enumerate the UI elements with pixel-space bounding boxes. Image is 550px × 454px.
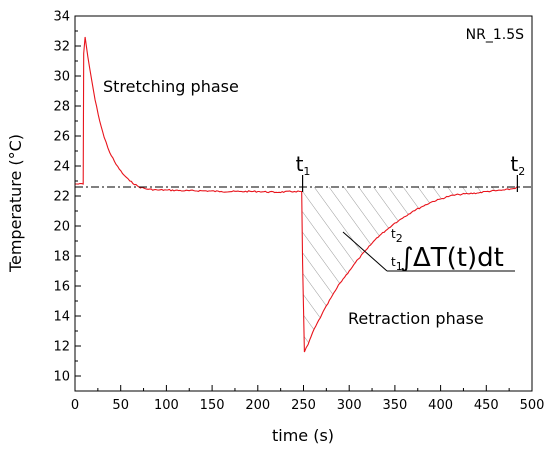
y-axis-ticks: 10 12 14 16 18 20 22 24 26 28 30 32 34 [53, 10, 81, 385]
sample-label: NR_1.5S [466, 27, 524, 43]
y-tick-label: 12 [53, 340, 70, 355]
y-tick-label: 14 [53, 310, 70, 325]
markers-layer: t1 t2 [296, 152, 525, 192]
x-tick-label: 150 [200, 398, 225, 413]
y-tick-label: 22 [53, 190, 70, 205]
retraction-phase-label: Retraction phase [348, 309, 484, 328]
y-tick-label: 34 [53, 10, 70, 25]
y-tick-label: 24 [53, 160, 70, 175]
y-tick-label: 28 [53, 100, 70, 115]
y-tick-label: 18 [53, 250, 70, 265]
x-tick-label: 200 [245, 398, 270, 413]
y-tick-label: 20 [53, 220, 70, 235]
integral-leader-line [342, 231, 388, 272]
x-tick-label: 50 [112, 398, 129, 413]
time-marker-label: t1 [296, 152, 311, 178]
y-tick-label: 30 [53, 70, 70, 85]
stretching-phase-label: Stretching phase [103, 77, 239, 96]
temperature-series-line [75, 36, 519, 353]
x-tick-label: 100 [154, 398, 179, 413]
integral-hatch-area [302, 187, 518, 352]
y-tick-label: 16 [53, 280, 70, 295]
x-tick-label: 450 [474, 398, 499, 413]
x-tick-label: 300 [337, 398, 362, 413]
series-layer [75, 36, 519, 353]
integral-upper-limit: t2 [391, 227, 403, 245]
y-tick-label: 32 [53, 40, 70, 55]
x-tick-label: 400 [428, 398, 453, 413]
integral-label: t2 t1 ∫ ΔT(t)dt [391, 227, 504, 273]
time-marker-label: t2 [510, 152, 525, 178]
x-tick-label: 250 [291, 398, 316, 413]
x-tick-label: 350 [382, 398, 407, 413]
x-tick-label: 500 [520, 398, 545, 413]
y-tick-label: 26 [53, 130, 70, 145]
y-axis-title: Temperature (°C) [6, 134, 25, 273]
x-tick-label: 0 [71, 398, 79, 413]
integral-lower-limit: t1 [391, 255, 403, 273]
x-axis-ticks: 0 50 100 150 200 250 300 350 400 450 500 [71, 385, 545, 413]
y-tick-label: 10 [53, 370, 70, 385]
integral-body: ΔT(t)dt [413, 243, 504, 273]
integral-sign: ∫ [400, 243, 414, 273]
x-axis-title: time (s) [272, 426, 334, 445]
